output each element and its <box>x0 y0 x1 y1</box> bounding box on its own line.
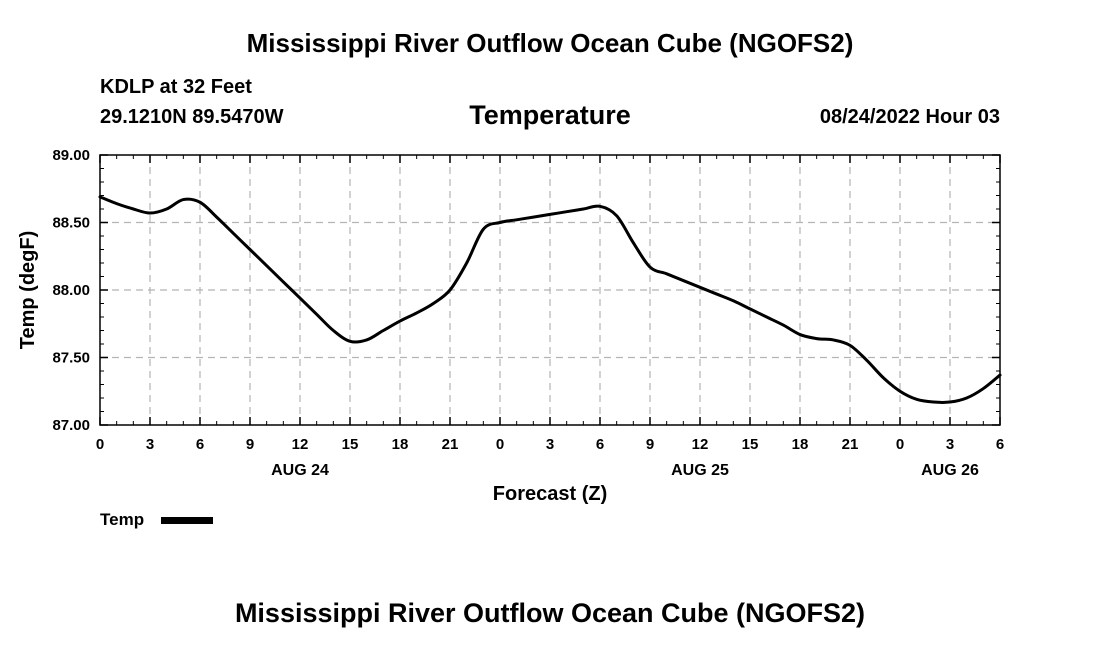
y-tick-label: 89.00 <box>52 147 90 164</box>
x-day-label: AUG 24 <box>271 462 329 479</box>
x-tick-label: 18 <box>792 436 809 453</box>
x-tick-label: 6 <box>196 436 204 453</box>
grid-lines <box>100 155 1000 425</box>
x-tick-label: 18 <box>392 436 409 453</box>
y-tick-label: 87.00 <box>52 417 90 434</box>
x-axis-label: Forecast (Z) <box>493 483 607 505</box>
y-tick-labels: 87.00 87.50 88.00 88.50 89.00 <box>52 147 90 434</box>
x-tick-label: 0 <box>496 436 504 453</box>
x-tick-label: 9 <box>646 436 654 453</box>
x-tick-label: 0 <box>896 436 904 453</box>
x-tick-label: 3 <box>146 436 154 453</box>
temperature-chart: 87.00 87.50 88.00 88.50 89.00 0 3 6 9 12 15 18 21 0 3… <box>17 147 1004 529</box>
legend-line-swatch <box>161 517 213 524</box>
x-tick-label: 9 <box>246 436 254 453</box>
x-tick-label: 15 <box>342 436 359 453</box>
x-day-label: AUG 26 <box>921 462 979 479</box>
x-tick-label: 6 <box>596 436 604 453</box>
x-tick-label: 6 <box>996 436 1004 453</box>
x-tick-label: 15 <box>742 436 759 453</box>
y-tick-label: 88.00 <box>52 282 90 299</box>
x-tick-label: 0 <box>96 436 104 453</box>
y-axis-label: Temp (degF) <box>17 231 39 350</box>
legend-label: Temp <box>100 510 144 529</box>
x-tick-label: 21 <box>442 436 459 453</box>
x-tick-label: 21 <box>842 436 859 453</box>
x-tick-label: 3 <box>546 436 554 453</box>
y-tick-label: 88.50 <box>52 215 90 232</box>
x-tick-labels: 0 3 6 9 12 15 18 21 0 3 6 9 12 15 18 21 0 3 6 <box>96 436 1004 453</box>
footer-title: Mississippi River Outflow Ocean Cube (NG… <box>234 598 866 628</box>
x-tick-label: 3 <box>946 436 954 453</box>
series-line-temp <box>98 195 1002 404</box>
x-day-labels: AUG 24 AUG 25 AUG 26 <box>271 462 979 479</box>
x-tick-label: 12 <box>292 436 309 453</box>
chart-title: Temperature <box>469 100 631 130</box>
page-title: Mississippi River Outflow Ocean Cube (NG… <box>246 28 854 58</box>
forecast-datetime: 08/24/2022 Hour 03 <box>819 106 1000 128</box>
x-day-label: AUG 25 <box>671 462 729 479</box>
axis-ticks <box>99 154 1001 426</box>
x-tick-label: 12 <box>692 436 709 453</box>
station-coordinates: 29.1210N 89.5470W <box>100 106 284 128</box>
station-label: KDLP at 32 Feet <box>100 76 252 98</box>
y-tick-label: 87.50 <box>52 350 90 367</box>
